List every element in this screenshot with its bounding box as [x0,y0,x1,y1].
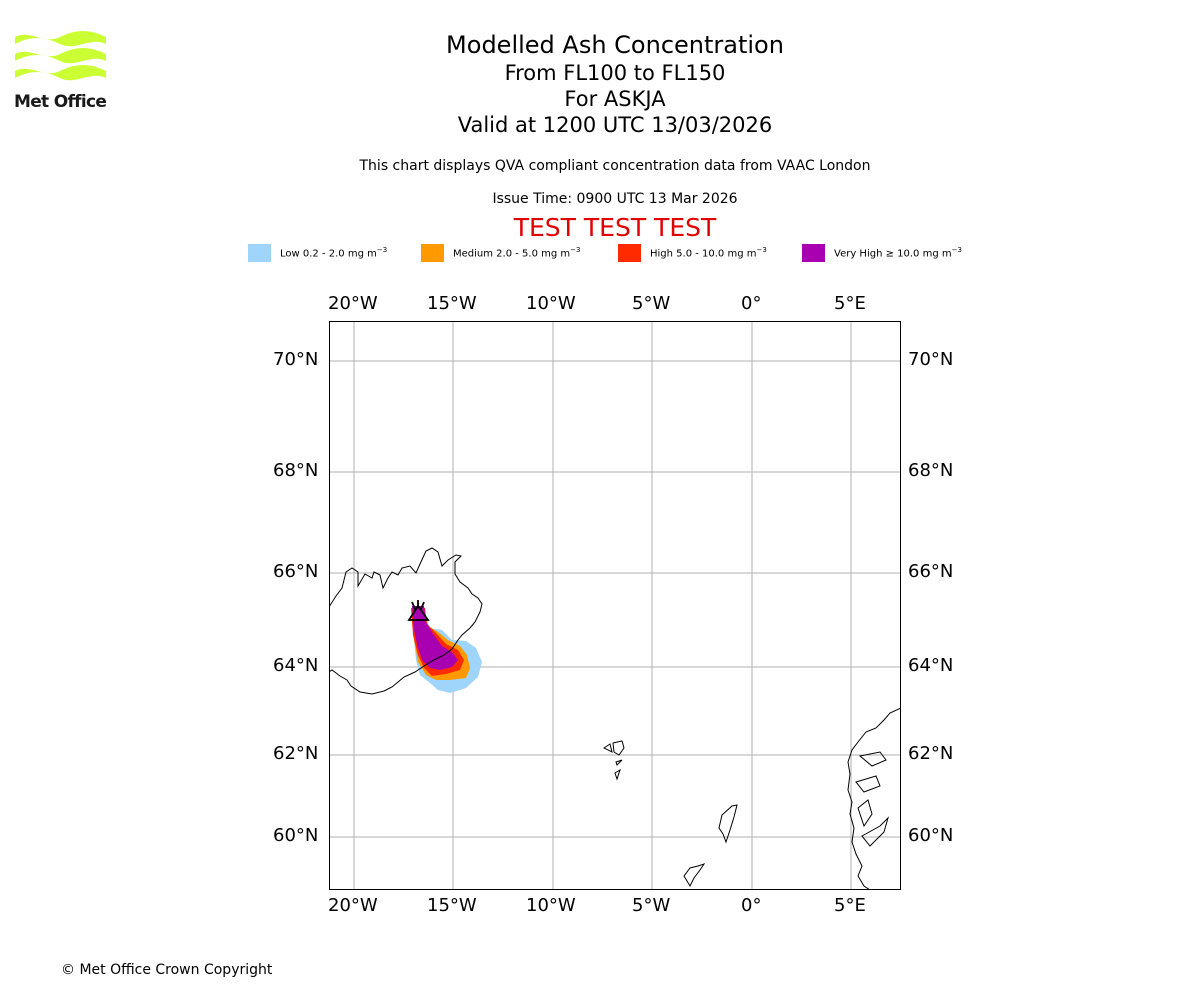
met-office-wave-icon [15,31,106,81]
legend-swatch-very-high [802,244,825,262]
lon-label-bottom-10w: 10°W [526,895,576,916]
lat-label-right-66n: 66°N [908,561,954,582]
volcano-icon [407,600,430,621]
issue-time: Issue Time: 0900 UTC 13 Mar 2026 [492,191,738,207]
concentration-legend: Low 0.2 - 2.0 mg m−3 Medium 2.0 - 5.0 mg… [0,243,1200,265]
lon-label-bottom-5w: 5°W [632,895,671,916]
lat-label-right-62n: 62°N [908,743,954,764]
lat-label-left-62n: 62°N [273,743,319,764]
copyright: © Met Office Crown Copyright [61,962,273,978]
legend-label-high: High 5.0 - 10.0 mg m−3 [650,246,767,260]
legend-item-medium: Medium 2.0 - 5.0 mg m−3 [421,243,580,263]
ash-very-high [412,606,458,670]
ash-plume [411,606,482,693]
logo-text: Met Office [14,92,107,112]
qva-note: This chart displays QVA compliant concen… [359,158,871,174]
lat-label-left-66n: 66°N [273,561,319,582]
lon-label-bottom-15w: 15°W [427,895,477,916]
legend-item-high: High 5.0 - 10.0 mg m−3 [618,243,767,263]
lat-label-left-60n: 60°N [273,825,319,846]
lat-label-left-68n: 68°N [273,460,319,481]
lat-label-right-70n: 70°N [908,349,954,370]
chart-title: Modelled Ash Concentration [446,31,784,59]
lon-label-bottom-5e: 5°E [834,895,866,916]
iceland-coast [329,547,483,695]
test-banner: TEST TEST TEST [513,213,717,242]
valid-time: Valid at 1200 UTC 13/03/2026 [457,113,773,137]
coastlines [329,547,901,890]
legend-label-very-high: Very High ≥ 10.0 mg m−3 [834,246,962,260]
lon-label-bottom-20w: 20°W [328,895,378,916]
lat-label-right-60n: 60°N [908,825,954,846]
lat-label-left-64n: 64°N [273,655,319,676]
lon-label-bottom-0: 0° [741,895,762,916]
map-frame [329,321,901,890]
lat-label-left-70n: 70°N [273,349,319,370]
legend-item-very-high: Very High ≥ 10.0 mg m−3 [802,243,962,263]
chart-titles: Modelled Ash Concentration From FL100 to… [415,30,815,138]
shetland-islands [718,804,738,844]
lat-label-right-68n: 68°N [908,460,954,481]
met-office-logo: Met Office [14,30,108,112]
legend-label-medium: Medium 2.0 - 5.0 mg m−3 [453,246,581,260]
graticule [329,321,901,890]
lon-label-top-5e: 5°E [834,293,866,314]
volcano-name: For ASKJA [564,87,666,111]
lon-label-top-5w: 5°W [632,293,671,314]
lon-label-top-15w: 15°W [427,293,477,314]
legend-swatch-low [248,244,271,262]
legend-item-low: Low 0.2 - 2.0 mg m−3 [248,243,387,263]
norway-coast [847,707,901,890]
lon-label-top-10w: 10°W [526,293,576,314]
orkney-islands [683,863,706,888]
faroe-islands [603,740,625,781]
lon-label-top-20w: 20°W [328,293,378,314]
legend-swatch-high [618,244,641,262]
legend-swatch-medium [421,244,444,262]
lat-label-right-64n: 64°N [908,655,954,676]
flight-level-range: From FL100 to FL150 [504,61,726,85]
legend-label-low: Low 0.2 - 2.0 mg m−3 [280,246,388,260]
lon-label-top-0: 0° [741,293,762,314]
